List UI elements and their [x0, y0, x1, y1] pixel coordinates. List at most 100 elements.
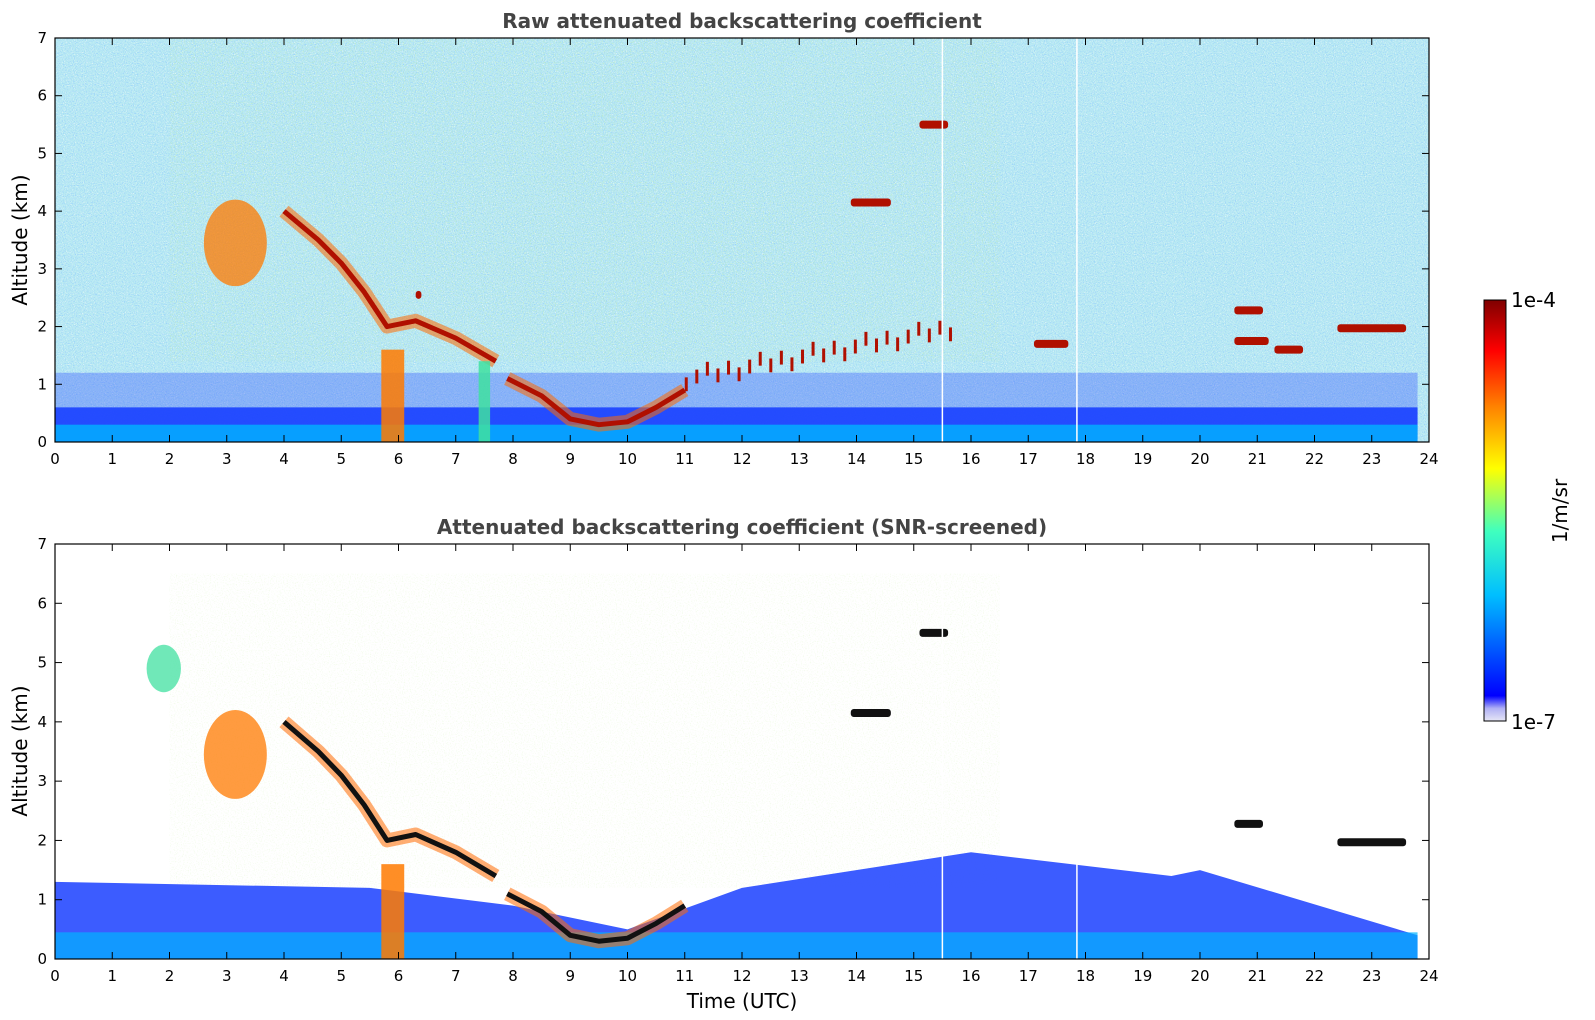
colorbar-max-label: 1e-4: [1511, 288, 1556, 312]
x-tick-label: 15: [904, 967, 923, 985]
x-tick-label: 16: [961, 967, 980, 985]
broken-cloud-cell: [716, 368, 720, 383]
x-tick-label: 19: [1133, 967, 1152, 985]
broken-cloud-cell: [864, 331, 868, 346]
x-tick-label: 8: [508, 450, 518, 468]
x-tick-label: 22: [1305, 967, 1324, 985]
x-tick-label: 18: [1076, 450, 1095, 468]
broken-cloud-cell: [790, 357, 794, 372]
broken-cloud-cell: [727, 360, 731, 375]
x-tick-label: 20: [1190, 450, 1209, 468]
panel1-noise-field: [55, 38, 1429, 442]
broken-cloud-cell: [832, 340, 836, 355]
broken-cloud-cell: [948, 327, 952, 342]
x-tick-label: 5: [336, 967, 346, 985]
noise-sparse: [169, 573, 1000, 888]
y-tick-label: 5: [37, 144, 47, 162]
broken-cloud-cell: [695, 369, 699, 384]
broken-cloud-cell: [896, 337, 900, 352]
y-tick-label: 2: [37, 318, 47, 336]
broken-cloud-cell: [769, 358, 773, 373]
x-tick-label: 17: [1019, 967, 1038, 985]
cloud-layer: [919, 120, 949, 129]
x-tick-label: 10: [618, 967, 637, 985]
x-tick-label: 22: [1305, 450, 1324, 468]
x-tick-label: 6: [394, 967, 404, 985]
x-tick-label: 2: [165, 967, 175, 985]
colorbar: 1e-4 1e-7 1/m/sr: [1483, 288, 1572, 734]
descending-cloud-layer: [282, 719, 498, 879]
cloud-layer: [919, 628, 949, 637]
x-tick-label: 20: [1190, 967, 1209, 985]
x-tick-label: 11: [675, 450, 694, 468]
panel2-features: [55, 544, 1418, 959]
y-tick-label: 7: [37, 535, 47, 553]
x-tick-label: 3: [222, 450, 232, 468]
aerosol-plume: [146, 644, 181, 693]
x-tick-label: 21: [1248, 450, 1267, 468]
y-tick-label: 5: [37, 654, 47, 672]
panel2-ylabel: Altitude (km): [8, 685, 32, 816]
cloud-layer: [1234, 819, 1263, 828]
x-tick-label: 14: [847, 967, 866, 985]
x-tick-label: 0: [50, 967, 60, 985]
x-tick-label: 0: [50, 450, 60, 468]
x-tick-label: 2: [165, 450, 175, 468]
boundary-layer-surface: [55, 932, 1418, 959]
broken-cloud-field: [684, 320, 952, 392]
x-tick-label: 8: [508, 967, 518, 985]
x-tick-label: 19: [1133, 450, 1152, 468]
x-tick-label: 23: [1362, 967, 1381, 985]
y-tick-label: 7: [37, 29, 47, 47]
x-tick-label: 4: [279, 967, 289, 985]
panel1-x-axis: 0 1 2 3 4 5 6 7 8 9 10 11 12 13 14 15 16 17 18 19 20 21 22 23 24: [50, 38, 1439, 468]
low-cloud-base: [506, 891, 687, 944]
cloud-layer: [850, 708, 891, 717]
x-tick-label: 9: [565, 967, 575, 985]
x-tick-label: 21: [1248, 967, 1267, 985]
panel2-title: Attenuated backscattering coefficient (S…: [437, 515, 1047, 539]
y-tick-label: 0: [37, 950, 47, 968]
aerosol-plume: [203, 710, 267, 799]
broken-cloud-cell: [801, 349, 805, 364]
broken-cloud-cell: [938, 320, 942, 335]
x-tick-label: 1: [107, 967, 117, 985]
x-tick-label: 1: [107, 450, 117, 468]
x-tick-label: 7: [451, 967, 461, 985]
boundary-layer-surface: [55, 424, 1418, 442]
x-tick-label: 3: [222, 967, 232, 985]
panel2-y-axis: 0 1 2 3 4 5 6 7: [37, 535, 1429, 968]
x-tick-label: 6: [394, 450, 404, 468]
broken-cloud-cell: [705, 361, 709, 376]
y-tick-label: 6: [37, 87, 47, 105]
panel1-ylabel: Altitude (km): [8, 174, 32, 305]
panel2-x-axis: 0 1 2 3 4 5 6 7 8 9 10 11 12 13 14 15 16 17 18 19 20 21 22 23 24: [50, 544, 1439, 985]
x-tick-label: 11: [675, 967, 694, 985]
colorbar-unit-label: 1/m/sr: [1548, 478, 1572, 543]
x-tick-label: 7: [451, 450, 461, 468]
y-tick-label: 4: [37, 202, 47, 220]
broken-cloud-cell: [758, 351, 762, 366]
broken-cloud-cell: [927, 328, 931, 343]
broken-cloud-cell: [843, 347, 847, 362]
x-tick-label: 14: [847, 450, 866, 468]
cloud-layer: [850, 198, 891, 207]
precipitation-streak: [381, 864, 405, 959]
broken-cloud-cell: [874, 338, 878, 353]
broken-cloud-cell: [737, 367, 741, 382]
broken-cloud-cell: [684, 377, 688, 392]
x-tick-label: 23: [1362, 450, 1381, 468]
aerosol-plume: [203, 199, 267, 287]
colorbar-min-label: 1e-7: [1511, 710, 1556, 734]
precipitation-streak: [478, 361, 491, 442]
x-tick-label: 10: [618, 450, 637, 468]
x-tick-label: 24: [1419, 450, 1438, 468]
precipitation-streak: [381, 349, 405, 442]
broken-cloud-cell: [853, 339, 857, 354]
cloud-layer: [1234, 306, 1263, 315]
colorbar-gradient: [1483, 299, 1507, 722]
y-tick-label: 6: [37, 594, 47, 612]
x-tick-label: 12: [732, 967, 751, 985]
x-tick-label: 5: [336, 450, 346, 468]
panel1-title: Raw attenuated backscattering coefficien…: [502, 9, 982, 33]
